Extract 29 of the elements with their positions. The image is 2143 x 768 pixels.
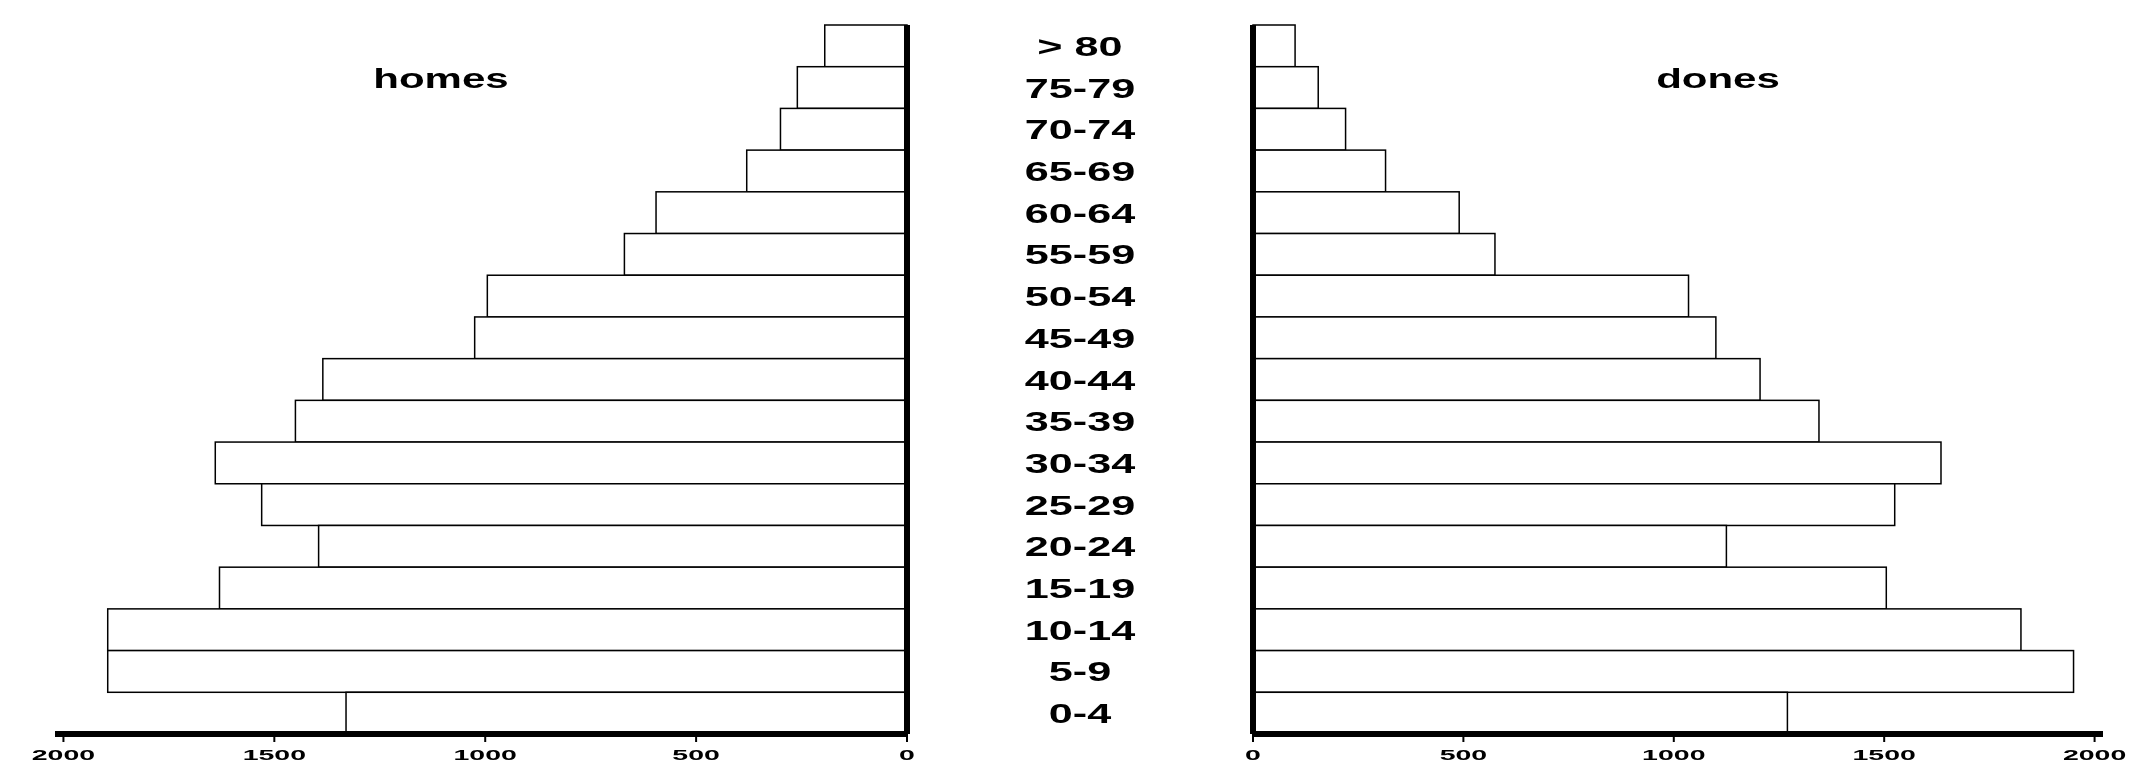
y-tick-label: 50-54 bbox=[1024, 281, 1136, 313]
y-tick-label: 75-79 bbox=[1024, 72, 1136, 104]
y-tick-label: 40-44 bbox=[1024, 364, 1136, 396]
x-tick-label: 0 bbox=[1245, 746, 1261, 764]
x-tick-label: 500 bbox=[672, 746, 720, 764]
y-tick-label: 10-14 bbox=[1024, 615, 1136, 646]
x-tick-label: 1000 bbox=[1642, 746, 1706, 764]
y-tick-label: 65-69 bbox=[1024, 156, 1136, 187]
y-tick-label: 0-4 bbox=[1048, 698, 1112, 730]
y-tick-label: 45-49 bbox=[1024, 323, 1136, 354]
x-tick-label: 1000 bbox=[453, 746, 517, 764]
x-tick-label: 2000 bbox=[31, 746, 96, 764]
text: homes bbox=[373, 62, 509, 95]
y-tick-label: 25-29 bbox=[1024, 489, 1136, 521]
x-tick-label: 1500 bbox=[242, 746, 307, 764]
y-tick-label: 60-64 bbox=[1024, 197, 1136, 229]
x-tick-label: 0 bbox=[899, 746, 915, 764]
x-tick-label: 500 bbox=[1439, 746, 1488, 764]
y-tick-label: 70-74 bbox=[1024, 114, 1136, 146]
y-tick-label: 5-9 bbox=[1048, 656, 1112, 688]
x-tick-label: 2000 bbox=[2062, 746, 2127, 764]
y-tick-label: > 80 bbox=[1037, 31, 1123, 62]
y-tick-label: 20-24 bbox=[1024, 531, 1136, 563]
y-tick-label: 55-59 bbox=[1024, 239, 1136, 271]
y-tick-label: 15-19 bbox=[1024, 573, 1136, 605]
y-tick-label: 35-39 bbox=[1024, 406, 1136, 438]
text: dones bbox=[1656, 62, 1780, 95]
x-tick-label: 1500 bbox=[1852, 746, 1916, 764]
y-tick-label: 30-34 bbox=[1024, 448, 1136, 479]
